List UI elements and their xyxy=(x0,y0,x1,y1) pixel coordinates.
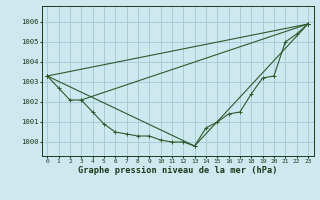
X-axis label: Graphe pression niveau de la mer (hPa): Graphe pression niveau de la mer (hPa) xyxy=(78,166,277,175)
